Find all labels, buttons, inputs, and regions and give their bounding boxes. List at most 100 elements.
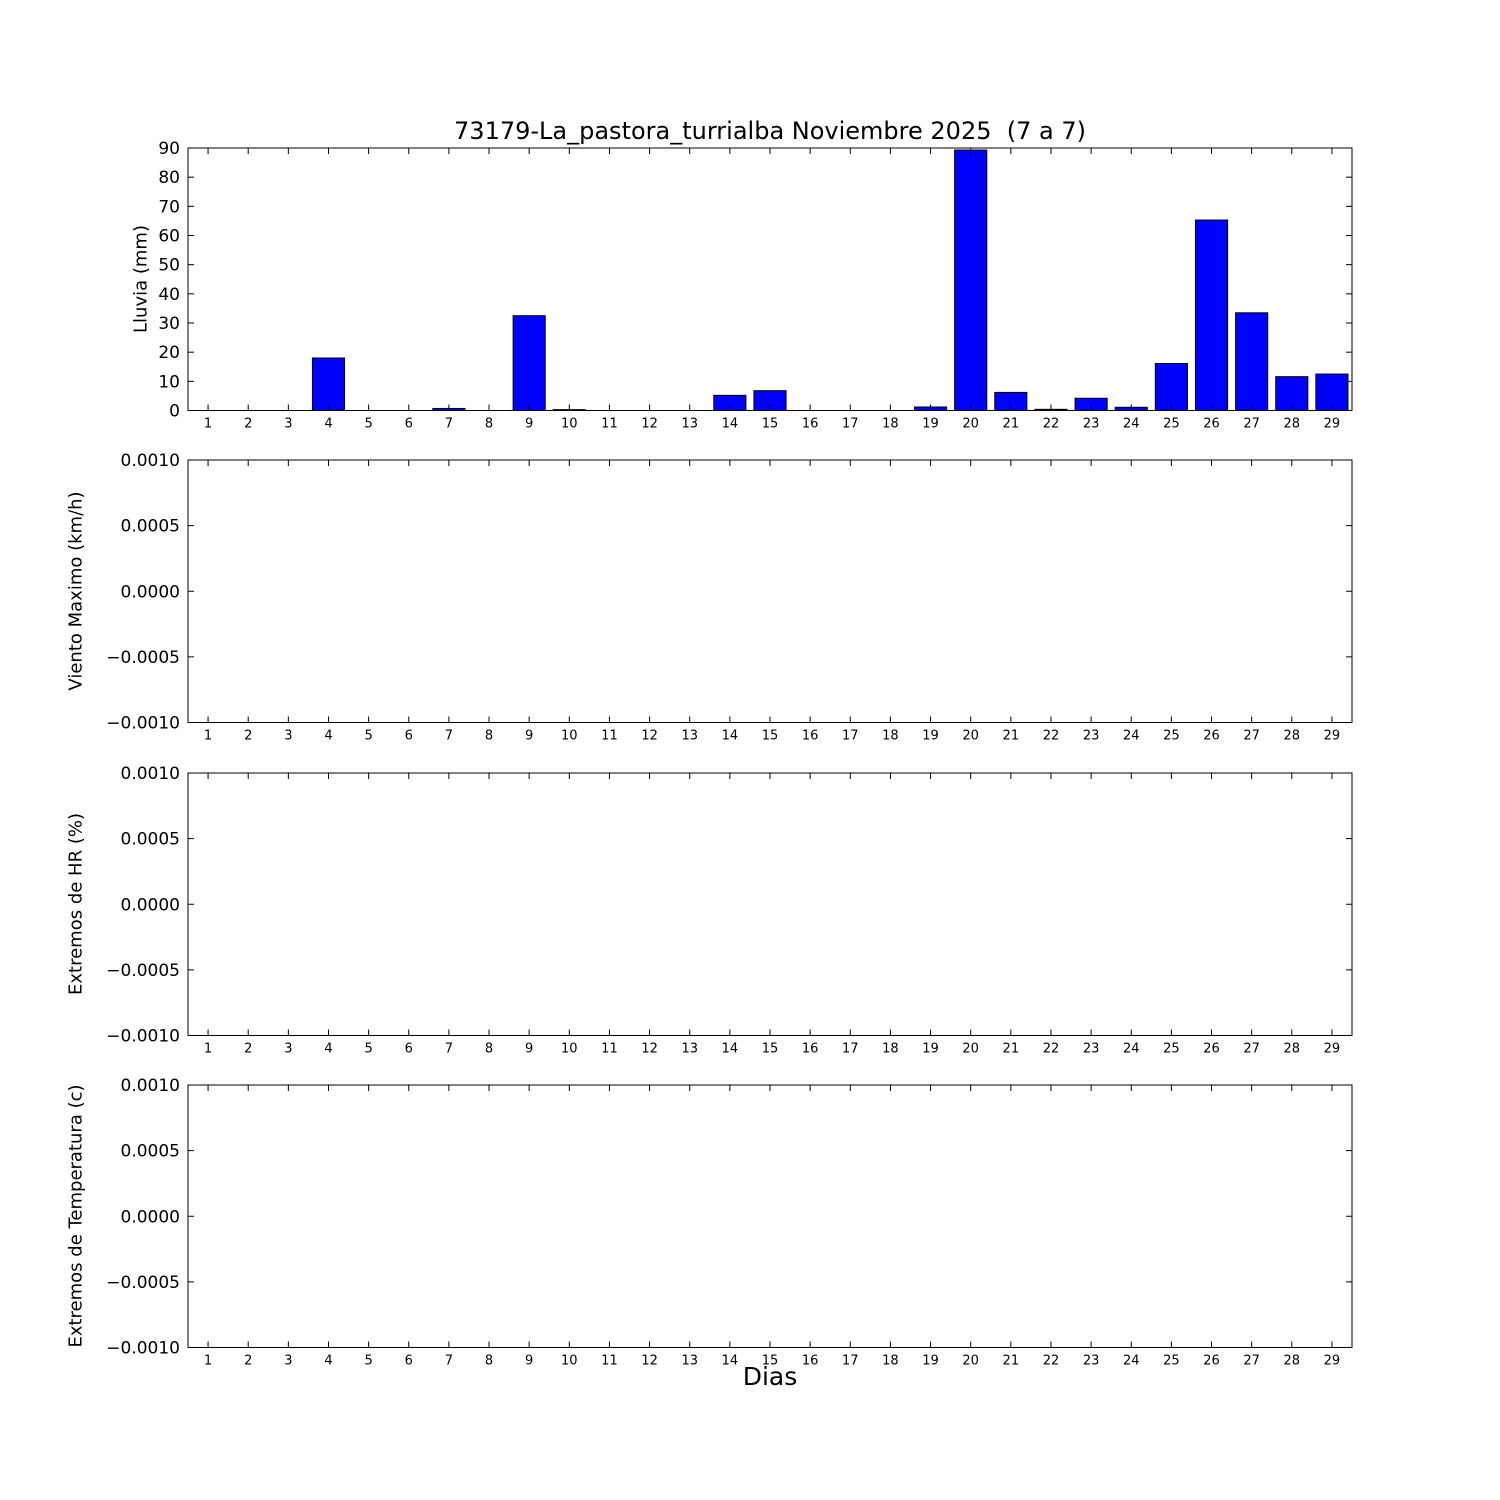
x-tick-label: 9	[525, 417, 533, 432]
x-tick-label: 18	[882, 729, 899, 744]
axes-frame	[187, 459, 1353, 723]
y-tick-label: 70	[158, 197, 180, 217]
x-tick-label: 19	[922, 1354, 939, 1369]
x-tick-label: 5	[364, 417, 372, 432]
x-tick-label: 18	[882, 1354, 899, 1369]
x-tick-label: 12	[641, 729, 658, 744]
x-tick-label: 1	[204, 1354, 212, 1369]
x-tick-label: 20	[962, 1042, 979, 1057]
x-tick-label: 15	[762, 1354, 779, 1369]
x-tick-label: 8	[485, 1354, 493, 1369]
x-tick-label: 7	[445, 417, 453, 432]
x-tick-label: 29	[1324, 1354, 1341, 1369]
x-tick-label: 6	[405, 417, 413, 432]
y-tick-label: 50	[158, 256, 180, 276]
x-tick-label: 29	[1324, 417, 1341, 432]
y-tick-label: 60	[158, 227, 180, 247]
x-tick-label: 22	[1043, 1354, 1060, 1369]
y-tick-label: 0.0010	[121, 451, 180, 471]
y-tick-label: 90	[158, 139, 180, 159]
x-tick-label: 22	[1043, 1042, 1060, 1057]
x-tick-label: 22	[1043, 417, 1060, 432]
bar-day-9	[512, 315, 546, 412]
x-tick-label: 15	[762, 729, 779, 744]
x-tick-label: 13	[681, 1354, 698, 1369]
x-tick-label: 22	[1043, 729, 1060, 744]
x-tick-label: 3	[284, 1354, 292, 1369]
x-tick-label: 16	[802, 729, 819, 744]
x-tick-label: 20	[962, 729, 979, 744]
x-tick-label: 4	[324, 417, 332, 432]
x-tick-label: 19	[922, 729, 939, 744]
x-tick-label: 2	[244, 1042, 252, 1057]
x-tick-label: 25	[1163, 417, 1180, 432]
bar-day-29	[1315, 373, 1349, 411]
x-tick-label: 8	[485, 417, 493, 432]
x-tick-label: 25	[1163, 1354, 1180, 1369]
x-tick-label: 27	[1243, 1354, 1260, 1369]
x-tick-label: 9	[525, 729, 533, 744]
x-tick-label: 11	[601, 1042, 618, 1057]
x-tick-label: 3	[284, 729, 292, 744]
x-tick-label: 7	[445, 1354, 453, 1369]
x-tick-label: 1	[204, 1042, 212, 1057]
x-tick-label: 16	[802, 417, 819, 432]
x-tick-label: 18	[882, 417, 899, 432]
chart-title: 73179-La_pastora_turrialba Noviembre 202…	[454, 117, 1086, 145]
x-tick-label: 1	[204, 417, 212, 432]
x-tick-label: 24	[1123, 729, 1140, 744]
x-tick-label: 20	[962, 417, 979, 432]
x-tick-label: 6	[405, 729, 413, 744]
x-tick-label: 28	[1284, 417, 1301, 432]
x-tick-label: 14	[722, 417, 739, 432]
x-tick-label: 15	[762, 417, 779, 432]
x-tick-label: 14	[722, 1354, 739, 1369]
y-tick-label: −0.0010	[106, 714, 180, 734]
x-tick-label: 7	[445, 1042, 453, 1057]
y-tick-label: −0.0005	[106, 961, 180, 981]
x-tick-label: 17	[842, 729, 859, 744]
x-tick-label: 6	[405, 1042, 413, 1057]
x-tick-label: 5	[364, 729, 372, 744]
y-tick-label: 0.0000	[121, 1207, 180, 1227]
x-tick-label: 10	[561, 1042, 578, 1057]
x-tick-label: 4	[324, 1354, 332, 1369]
x-tick-label: 11	[601, 1354, 618, 1369]
bar-day-26	[1194, 219, 1229, 411]
x-tick-label: 6	[405, 1354, 413, 1369]
axes-frame	[187, 772, 1353, 1036]
x-tick-label: 9	[525, 1354, 533, 1369]
x-tick-label: 9	[525, 1042, 533, 1057]
y-tick-label: −0.0005	[106, 648, 180, 668]
x-tick-label: 5	[364, 1042, 372, 1057]
x-tick-label: 19	[922, 1042, 939, 1057]
x-tick-label: 3	[284, 1042, 292, 1057]
x-tick-label: 1	[204, 729, 212, 744]
x-tick-label: 14	[722, 1042, 739, 1057]
y-tick-label: 0	[169, 402, 180, 422]
x-tick-label: 13	[681, 417, 698, 432]
x-tick-label: 25	[1163, 729, 1180, 744]
x-tick-label: 26	[1203, 1042, 1220, 1057]
x-tick-label: 8	[485, 1042, 493, 1057]
x-tick-label: 12	[641, 417, 658, 432]
y-tick-label: 0.0010	[121, 764, 180, 784]
x-tick-label: 17	[842, 1354, 859, 1369]
x-tick-label: 11	[601, 729, 618, 744]
bar-day-27	[1235, 312, 1269, 411]
y-tick-label: 0.0005	[121, 830, 180, 850]
x-tick-label: 2	[244, 1354, 252, 1369]
y-tick-label: −0.0010	[106, 1027, 180, 1047]
x-tick-label: 18	[882, 1042, 899, 1057]
y-tick-label: −0.0005	[106, 1273, 180, 1293]
x-tick-label: 23	[1083, 1354, 1100, 1369]
x-tick-label: 28	[1284, 1354, 1301, 1369]
axes-frame	[187, 1084, 1353, 1348]
x-tick-label: 28	[1284, 729, 1301, 744]
bar-day-4	[311, 357, 346, 411]
x-tick-label: 24	[1123, 417, 1140, 432]
